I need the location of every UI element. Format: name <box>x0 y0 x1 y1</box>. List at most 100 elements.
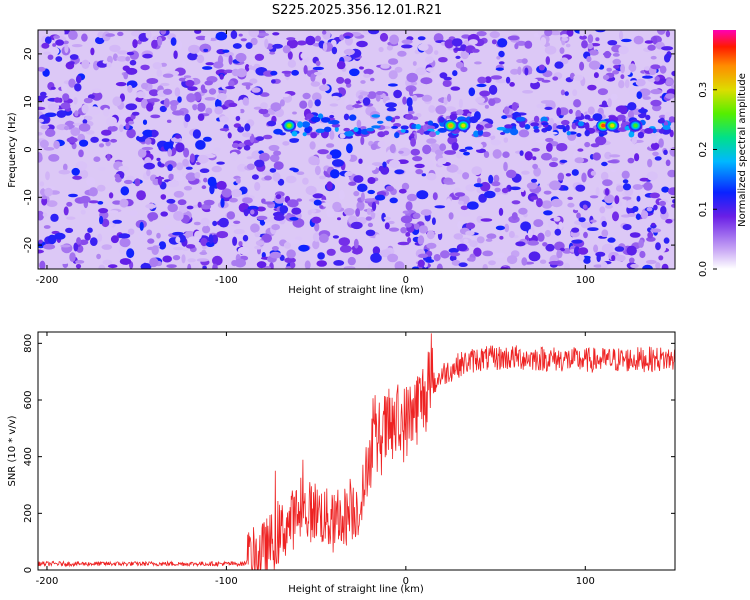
spectrogram-cell <box>243 145 251 151</box>
spectrogram-cell <box>630 263 639 269</box>
snr-y-label: SNR (10 * v/v) <box>7 415 18 486</box>
signal-cell <box>301 121 311 128</box>
spectrogram-cell <box>434 149 444 156</box>
spectrogram-cell <box>532 163 538 170</box>
signal-cell <box>504 124 513 129</box>
spectrogram-cell <box>270 70 278 76</box>
signal-cell <box>645 114 651 121</box>
spectrogram-cell <box>497 38 508 48</box>
spectrogram-cell <box>242 234 249 242</box>
spectrogram-cell <box>621 170 630 179</box>
spectrogram-cell <box>237 246 250 255</box>
spectrogram-cell <box>534 132 541 138</box>
spectrogram-y-ticks: -20 -10 0 10 20 <box>23 48 675 253</box>
spectrogram-cell <box>635 78 646 87</box>
spectrogram-cell <box>524 40 533 49</box>
spectrogram-cell <box>338 189 345 200</box>
spectrogram-cell <box>308 155 320 166</box>
spectrogram-cell <box>607 40 618 46</box>
signal-cell <box>383 130 390 136</box>
snr-x-label: Height of straight line (km) <box>288 584 424 595</box>
spectrogram-cell <box>402 96 407 105</box>
spectrogram-cell <box>80 209 86 215</box>
spectrogram-cell <box>231 142 240 149</box>
spectrogram-cell <box>228 55 233 65</box>
spectrogram-cell <box>91 91 103 101</box>
spectrogram-cell <box>315 60 321 66</box>
spectrogram-cell <box>189 153 195 163</box>
spectrogram-cell <box>146 169 151 177</box>
spectrogram-cell <box>495 79 507 84</box>
spectrogram-cell <box>40 124 50 130</box>
spectrogram-cell <box>504 223 510 233</box>
spectrogram-cell <box>319 205 324 209</box>
spectrogram-cell <box>442 80 452 87</box>
spectrogram-cell <box>157 161 162 167</box>
signal-cell <box>438 116 445 123</box>
spectrogram-cell <box>502 67 508 76</box>
spectrogram-cell <box>88 200 99 204</box>
spectrogram-cell <box>536 103 545 109</box>
spectrogram-cell <box>660 205 667 215</box>
spectrogram-cell <box>251 174 259 180</box>
spectrogram-cell <box>235 177 241 184</box>
spectrogram-cell <box>343 48 355 56</box>
spectrogram-cell <box>195 140 206 150</box>
colorbar-tick-label: 0.1 <box>698 201 709 217</box>
spectrogram-cell <box>670 30 675 40</box>
spectrogram-cell <box>642 264 653 269</box>
spectrogram-cell <box>665 93 675 99</box>
spectrogram-cell <box>417 235 425 245</box>
spectrogram-cell <box>336 76 345 84</box>
spectrogram-cell <box>242 132 252 138</box>
spectrogram-cell <box>456 169 463 175</box>
spectrogram-cell <box>115 120 128 126</box>
spectrogram-cell <box>415 113 422 118</box>
spectrogram-cell <box>589 195 599 199</box>
spectrogram-cell <box>646 207 653 212</box>
spectrogram-cell <box>41 42 50 49</box>
spectrogram-cell <box>39 139 49 149</box>
spectrogram-cell <box>136 190 147 201</box>
spectrogram-cell <box>540 37 547 46</box>
spectrogram-cell <box>256 206 266 212</box>
spectrogram-cell <box>118 165 130 172</box>
spectrogram-cell <box>261 170 271 176</box>
signal-cell <box>628 131 635 138</box>
spectrogram-cell <box>633 35 644 45</box>
spectrogram-cell <box>261 233 273 243</box>
spectrogram-cell <box>78 149 84 158</box>
spectrogram-cell <box>204 97 216 101</box>
spectrogram-cell <box>221 188 232 198</box>
spectrogram-cell <box>119 198 129 208</box>
spectrogram-cell <box>618 45 629 55</box>
x-tick-label: 100 <box>576 576 595 587</box>
spectrogram-cell <box>580 222 592 229</box>
spectrogram-cell <box>182 171 187 177</box>
spectrogram-cell <box>185 166 193 170</box>
spectrogram-cell <box>289 138 299 143</box>
spectrogram-cell <box>482 250 494 257</box>
spectrogram-cell <box>585 256 591 261</box>
spectrogram-cell <box>291 69 299 76</box>
spectrogram-cell <box>415 169 424 175</box>
spectrogram-cell <box>459 210 471 217</box>
spectrogram-cell <box>420 209 432 216</box>
spectrogram-cell <box>250 209 255 215</box>
spectrogram-cell <box>238 85 243 92</box>
signal-cell <box>668 116 675 123</box>
spectrogram-cell <box>571 169 579 176</box>
spectrogram-cell <box>444 150 457 155</box>
spectrogram-cell <box>60 102 71 110</box>
spectrogram-cell <box>75 264 82 269</box>
spectrogram-cell <box>629 257 635 263</box>
spectrogram-cell <box>339 133 346 139</box>
spectrogram-cell <box>603 50 612 59</box>
spectrogram-cell <box>126 51 135 56</box>
spectrogram-cell <box>145 203 157 209</box>
spectrogram-cell <box>650 99 662 107</box>
spectrogram-cell <box>667 169 675 178</box>
spectrogram-cell <box>483 151 490 158</box>
spectrogram-cell <box>44 112 57 118</box>
spectrogram-cell <box>406 72 419 83</box>
